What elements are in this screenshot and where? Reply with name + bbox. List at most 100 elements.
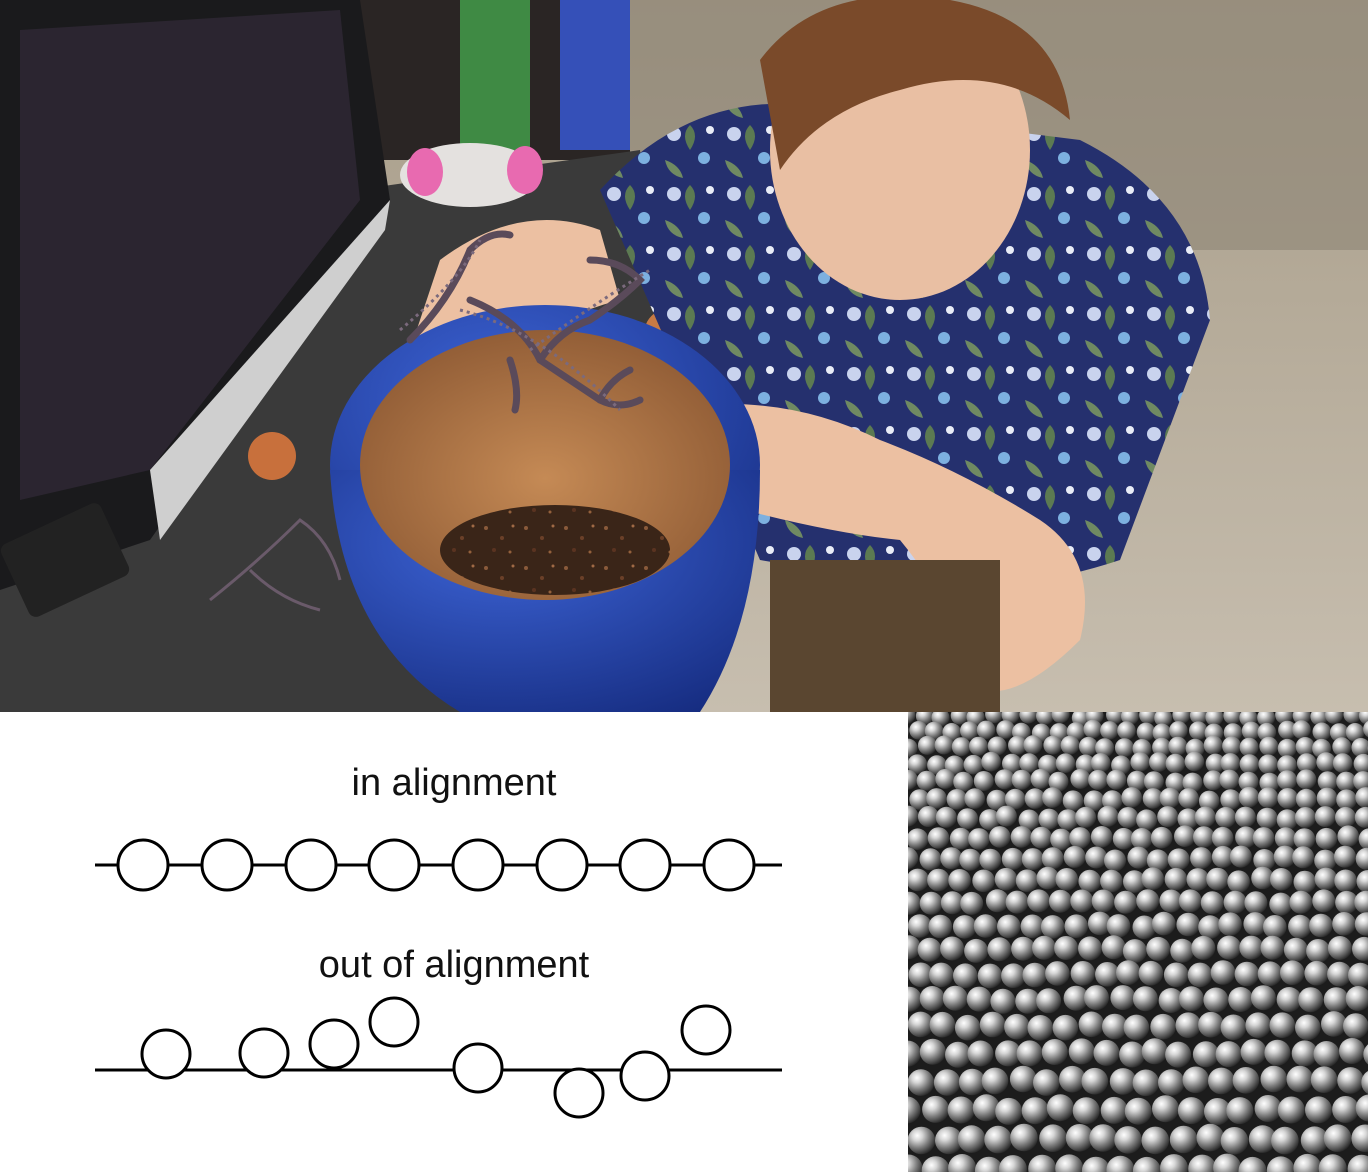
steel-ball [1132,1069,1160,1097]
steel-ball [1146,849,1169,872]
steel-ball [949,827,972,850]
steel-ball [1220,1014,1247,1041]
steel-ball [1184,751,1205,772]
steel-ball [908,962,934,988]
workshop-photo [0,0,1368,712]
steel-ball [1097,805,1119,827]
steel-ball [1100,869,1123,893]
steel-ball [1057,809,1079,831]
steel-ball [1321,1011,1347,1037]
steel-ball [1292,720,1311,739]
steel-ball [1122,939,1147,964]
steel-ball [1159,787,1181,809]
steel-ball [1332,912,1356,936]
steel-ball [935,1126,963,1155]
steel-ball [957,1125,986,1153]
steel-ball [979,1011,1006,1038]
steel-ball [908,738,918,758]
steel-ball [1078,1011,1105,1038]
steel-ball [1010,1123,1038,1152]
steel-ball [1114,890,1138,914]
steel-ball [1277,770,1298,791]
steel-ball [1293,870,1317,894]
steel-ball [1354,890,1368,914]
steel-ball [1258,754,1278,775]
steel-ball [1220,1127,1249,1155]
steel-ball [933,1069,961,1096]
steel-ball [1314,867,1338,891]
steel-ball [1157,806,1179,828]
steel-ball [1150,826,1173,849]
steel-ball [1010,826,1033,848]
steel-ball [1136,809,1158,831]
steel-ball [1112,827,1135,850]
alignment-diagram-drawing [95,838,782,1119]
steel-ball [967,1040,994,1067]
steel-ball [1027,889,1051,913]
aligned-ball [618,838,672,892]
steel-ball [1110,985,1136,1011]
steel-ball [1141,867,1164,890]
steel-ball [1052,1014,1079,1041]
steel-ball [1269,892,1293,916]
steel-ball [1004,788,1026,810]
steel-ball [1196,1123,1225,1152]
steel-ball [1083,719,1103,739]
steel-ball [1070,889,1094,913]
steel-ball [1223,712,1242,725]
steel-ball [1292,846,1315,869]
steel-ball [1078,736,1098,756]
steel-ball [1323,1124,1352,1152]
steel-ball [974,1156,1003,1172]
steel-ball [1174,825,1196,847]
steel-ball [950,712,969,725]
steel-ball [1039,1124,1067,1152]
steel-ball [1121,787,1142,808]
steel-ball [981,1067,1009,1095]
steel-ball [1205,712,1224,727]
steel-ball [1078,869,1101,893]
steel-ball [1149,752,1169,772]
steel-ball [1167,848,1190,871]
steel-ball [1238,1156,1267,1172]
misaligned-ball [308,1018,360,1070]
steel-ball [1296,769,1317,790]
steel-ball [1132,915,1157,940]
steel-ball [1248,1125,1277,1153]
steel-ball [1189,712,1208,725]
steel-ball [922,1095,950,1123]
steel-ball [908,891,921,915]
steel-ball [1347,1154,1368,1172]
steel-ball [908,935,921,960]
steel-ball [908,727,910,737]
steel-ball [1069,827,1091,849]
steel-ball [1323,987,1349,1013]
steel-ball [1141,1038,1168,1065]
steel-ball [1187,962,1213,988]
steel-ball [1088,769,1109,790]
misaligned-ball [368,996,420,1048]
steel-ball [1205,753,1226,774]
steel-ball [979,809,1001,831]
steel-ball [1206,867,1229,891]
steel-ball [1048,889,1072,913]
steel-ball [917,937,942,962]
steel-ball [1178,788,1199,809]
steel-ball [1316,787,1338,809]
steel-ball [1227,870,1250,893]
steel-ball [953,771,974,792]
steel-ball [1152,911,1176,936]
steel-ball [1335,890,1359,914]
steel-ball [908,1154,923,1172]
steel-ball [908,754,928,774]
steel-ball [919,891,943,915]
steel-ball [1011,936,1036,961]
steel-ball [1259,772,1280,793]
steel-ball [1286,1065,1314,1093]
steel-ball [985,889,1009,913]
steel-ball [1165,753,1186,774]
steel-ball [1165,1041,1192,1068]
steel-ball [1298,987,1324,1013]
steel-ball [1048,771,1069,792]
steel-ball [908,712,916,724]
